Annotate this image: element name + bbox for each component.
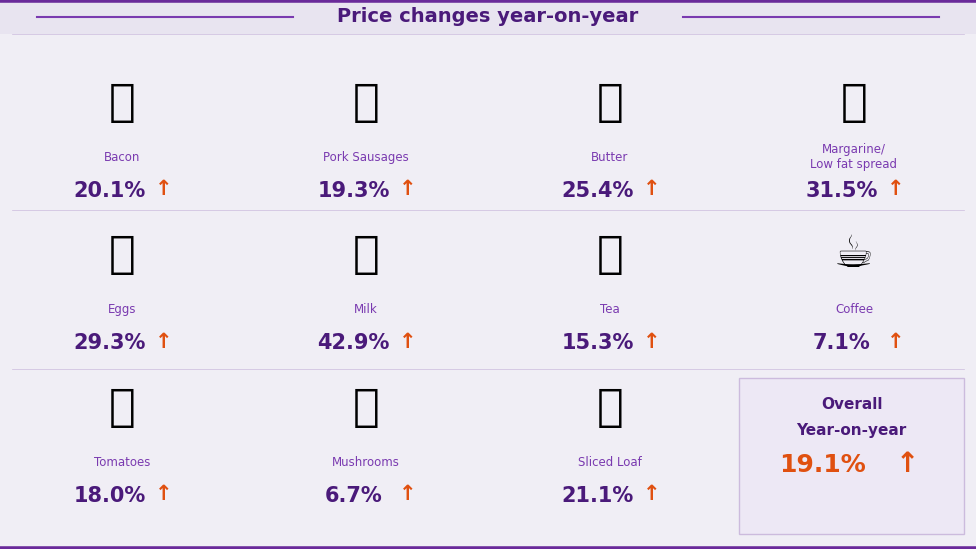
Text: ↑: ↑: [887, 179, 904, 199]
Text: 🧈: 🧈: [596, 81, 624, 124]
Text: 🍅: 🍅: [108, 386, 136, 429]
Text: Mushrooms: Mushrooms: [332, 456, 400, 469]
Text: Butter: Butter: [591, 150, 629, 164]
Text: 6.7%: 6.7%: [325, 486, 383, 506]
Text: 🍄: 🍄: [352, 386, 380, 429]
Text: ↑: ↑: [643, 484, 660, 504]
Text: Milk: Milk: [354, 303, 378, 316]
Text: ☕: ☕: [834, 233, 874, 276]
Text: 18.0%: 18.0%: [73, 486, 146, 506]
Text: 20.1%: 20.1%: [73, 181, 146, 200]
Text: 🍵: 🍵: [596, 233, 624, 276]
Text: ↑: ↑: [643, 179, 660, 199]
Text: Year-on-year: Year-on-year: [796, 423, 907, 438]
Text: 15.3%: 15.3%: [561, 333, 634, 353]
Text: Eggs: Eggs: [107, 303, 137, 316]
Text: 🌭: 🌭: [352, 81, 380, 124]
Text: 🥓: 🥓: [108, 81, 136, 124]
Text: ↑: ↑: [399, 332, 416, 351]
Text: Tomatoes: Tomatoes: [94, 456, 150, 469]
Text: 29.3%: 29.3%: [73, 333, 146, 353]
Text: Price changes year-on-year: Price changes year-on-year: [338, 7, 638, 26]
Text: Coffee: Coffee: [834, 303, 874, 316]
Text: ↑: ↑: [399, 179, 416, 199]
Text: Overall: Overall: [821, 396, 882, 412]
Text: 31.5%: 31.5%: [805, 181, 878, 200]
Text: 🍞: 🍞: [596, 386, 624, 429]
Text: ↑: ↑: [155, 332, 172, 351]
Text: ↑: ↑: [896, 450, 919, 478]
Text: 7.1%: 7.1%: [813, 333, 871, 353]
Text: ↑: ↑: [155, 484, 172, 504]
Text: 🥛: 🥛: [352, 233, 380, 276]
Text: 42.9%: 42.9%: [317, 333, 390, 353]
Text: 25.4%: 25.4%: [561, 181, 634, 200]
Text: Pork Sausages: Pork Sausages: [323, 150, 409, 164]
Text: 19.3%: 19.3%: [317, 181, 390, 200]
Text: ↑: ↑: [155, 179, 172, 199]
Text: ↑: ↑: [887, 332, 904, 351]
Text: Sliced Loaf: Sliced Loaf: [578, 456, 642, 469]
Text: 🧈: 🧈: [840, 81, 868, 124]
Text: Tea: Tea: [600, 303, 620, 316]
Text: 21.1%: 21.1%: [561, 486, 634, 506]
Text: 🥚: 🥚: [108, 233, 136, 276]
Text: ↑: ↑: [399, 484, 416, 504]
Text: ↑: ↑: [643, 332, 660, 351]
Text: Bacon: Bacon: [103, 150, 141, 164]
FancyBboxPatch shape: [0, 0, 976, 33]
Text: 19.1%: 19.1%: [779, 453, 866, 477]
Text: Margarine/
Low fat spread: Margarine/ Low fat spread: [810, 143, 898, 171]
FancyBboxPatch shape: [740, 378, 964, 534]
